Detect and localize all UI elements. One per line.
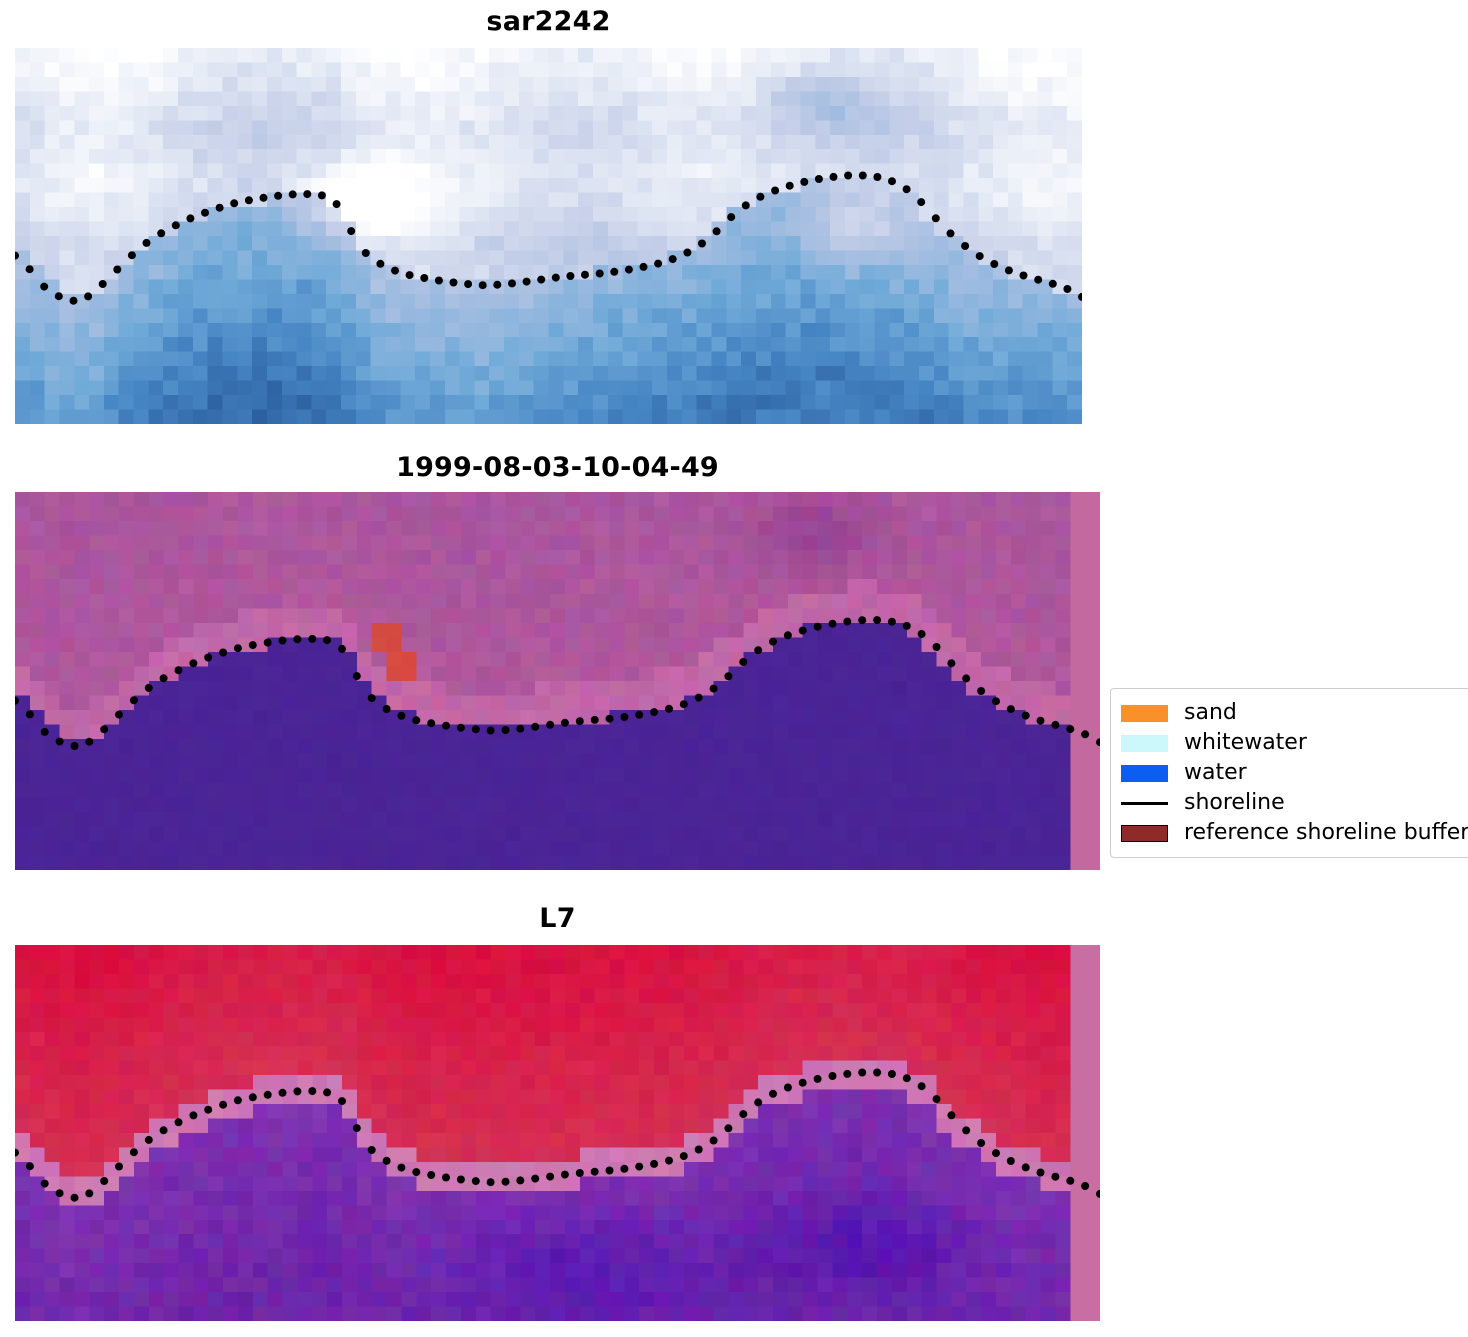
panel-title-classification: 1999-08-03-10-04-49 <box>396 452 719 483</box>
legend-item-shoreline: shoreline <box>1121 788 1468 818</box>
legend-color-swatch <box>1121 824 1168 842</box>
l7-raster <box>15 945 1100 1321</box>
classification-raster <box>15 492 1100 870</box>
legend-label: whitewater <box>1184 730 1307 755</box>
panel-title-sar: sar2242 <box>486 6 611 37</box>
l7-image-panel[interactable] <box>15 945 1100 1321</box>
classification-map-panel[interactable] <box>15 492 1100 870</box>
legend-item-water: water <box>1121 758 1468 788</box>
legend-label: water <box>1184 760 1247 785</box>
legend-label: sand <box>1184 700 1237 725</box>
legend-item-whitewater: whitewater <box>1121 728 1468 758</box>
panel-title-l7: L7 <box>539 903 576 934</box>
sar-image-panel[interactable] <box>15 48 1082 424</box>
sar-raster <box>15 48 1082 424</box>
legend-line-swatch <box>1121 795 1168 812</box>
legend-color-swatch <box>1121 704 1168 722</box>
legend-color-swatch <box>1121 734 1168 752</box>
legend-item-reference-shoreline-buffer: reference shoreline buffer <box>1121 818 1468 848</box>
legend-color-swatch <box>1121 764 1168 782</box>
legend-label: reference shoreline buffer <box>1184 820 1468 845</box>
legend-item-sand: sand <box>1121 698 1468 728</box>
legend-box: sand whitewater water shoreline reference sh… <box>1110 688 1468 858</box>
legend-label: shoreline <box>1184 790 1285 815</box>
